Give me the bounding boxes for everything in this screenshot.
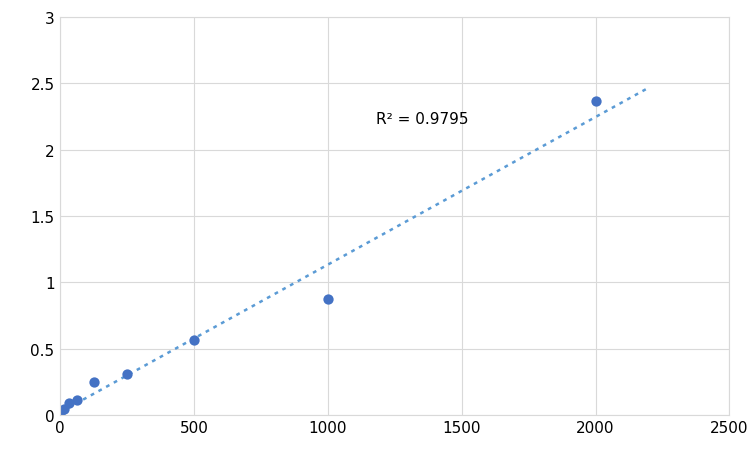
- Point: [71, 397, 83, 404]
- Text: R² = 0.9795: R² = 0.9795: [376, 111, 468, 127]
- Point: [62, 400, 74, 407]
- Point: [322, 295, 334, 303]
- Point: [59, 405, 71, 413]
- Point: [590, 98, 602, 105]
- Point: [87, 378, 99, 386]
- Point: [121, 370, 133, 377]
- Point: [54, 411, 66, 419]
- Point: [188, 336, 200, 344]
